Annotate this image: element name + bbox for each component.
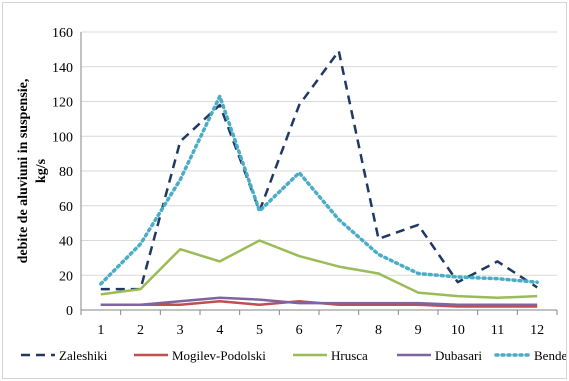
axes [80, 32, 558, 315]
x-tick-label: 11 [491, 323, 504, 338]
y-tick-label: 160 [52, 26, 73, 41]
series-line-zaleshiki [100, 49, 538, 291]
series-lines [99, 49, 539, 308]
y-tick-label: 100 [52, 130, 73, 145]
y-tick-labels: 0 20 40 60 80 100 120 140 160 [52, 26, 73, 319]
x-tick-label: 6 [296, 323, 303, 338]
x-tick-label: 1 [97, 323, 104, 338]
y-axis-label-line-2: kg/s [34, 158, 49, 183]
x-tick-label: 7 [335, 323, 342, 338]
y-axis-label-line-1: debite de aluviuni in suspensie, [16, 79, 31, 264]
y-tick-label: 80 [59, 165, 73, 180]
x-tick-label: 5 [256, 323, 263, 338]
x-tick-label: 8 [375, 323, 382, 338]
y-tick-label: 0 [66, 304, 73, 319]
y-tick-label: 140 [52, 61, 73, 76]
legend-label: Mogilev-Podolski [172, 348, 266, 363]
series-line-bender [99, 94, 539, 286]
x-tick-label: 4 [216, 323, 223, 338]
x-tick-label: 10 [451, 323, 465, 338]
y-tick-label: 40 [59, 235, 73, 250]
x-tick-labels: 1 2 3 4 5 6 7 8 9 10 11 12 [97, 323, 544, 338]
y-tick-label: 60 [59, 200, 73, 215]
series-line-hrusca [100, 239, 538, 300]
y-tick-label: 120 [52, 96, 73, 111]
legend-label: Zaleshiki [59, 348, 108, 363]
legend-label: Bender [534, 348, 566, 363]
gridlines [81, 31, 557, 276]
legend-label: Dubasari [435, 348, 482, 363]
x-tick-label: 2 [137, 323, 144, 338]
x-tick-label: 12 [530, 323, 544, 338]
legend: Zaleshiki Mogilev-Podolski Hrusca Dubasari B… [21, 348, 566, 363]
x-tick-label: 9 [415, 323, 422, 338]
series-line-dubasari [100, 296, 538, 307]
y-tick-label: 20 [59, 269, 73, 284]
x-tick-label: 3 [177, 323, 184, 338]
legend-label: Hrusca [331, 348, 368, 363]
